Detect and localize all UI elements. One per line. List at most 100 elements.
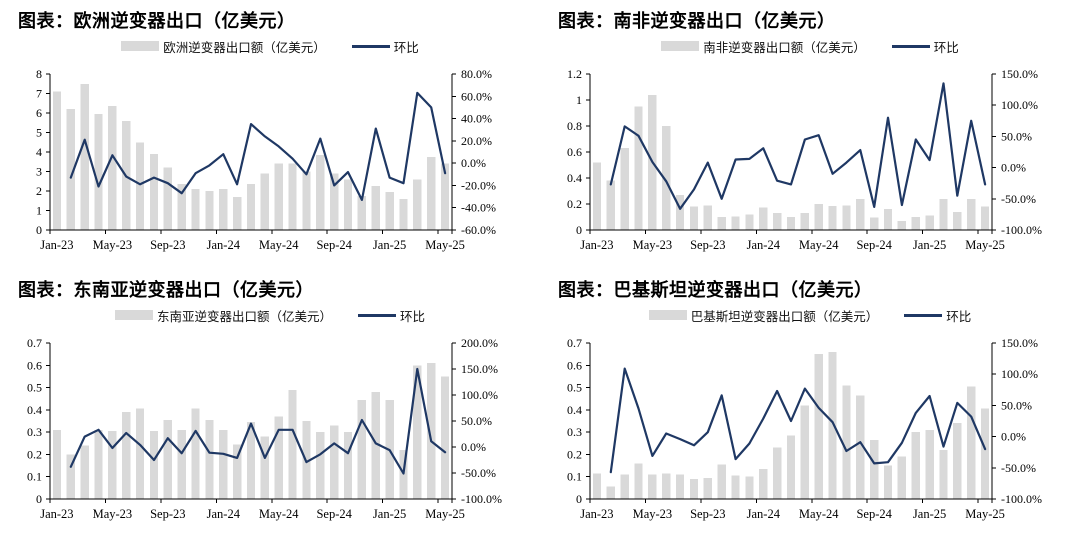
svg-text:200.0%: 200.0% (461, 336, 498, 350)
x-axis-labels: Jan-23 May-23 Sep-23 Jan-24 May-24 Sep-24 Jan-… (580, 238, 1005, 252)
svg-text:150.0%: 150.0% (1001, 67, 1038, 81)
bar-swatch-icon (114, 310, 153, 320)
svg-text:50.0%: 50.0% (461, 414, 492, 428)
legend-bar-label: 巴基斯坦逆变器出口额（亿美元） (690, 309, 879, 324)
mom-line (609, 82, 987, 210)
chart-panel-south-africa: 图表：南非逆变器出口（亿美元） 南非逆变器出口额（亿美元） 环比 0 0.2 0.4… (540, 0, 1080, 269)
bar-series (52, 83, 450, 231)
svg-text:0.4: 0.4 (567, 403, 582, 417)
svg-text:5: 5 (36, 126, 42, 140)
chart-title-europe: 图表：欧洲逆变器出口（亿美元） (18, 11, 296, 31)
svg-text:0.0%: 0.0% (1001, 430, 1026, 444)
left-axis-labels: 0 0.1 0.2 0.3 0.4 0.5 0.6 0.7 (27, 336, 42, 506)
x-axis-labels: Jan-23 May-23 Sep-23 Jan-24 May-24 Sep-24 Jan-… (580, 507, 1005, 521)
chart-title-pakistan: 图表：巴基斯坦逆变器出口（亿美元） (558, 280, 873, 300)
right-axis-labels: -100.0% -50.0% 0.0% 50.0% 100.0% 150.0% 200.0% (461, 336, 502, 506)
svg-text:0.7: 0.7 (27, 336, 42, 350)
svg-text:Sep-24: Sep-24 (856, 507, 892, 521)
svg-text:0.0%: 0.0% (461, 156, 486, 170)
svg-text:40.0%: 40.0% (461, 112, 492, 126)
svg-text:0.4: 0.4 (567, 171, 582, 185)
svg-text:150.0%: 150.0% (1001, 336, 1038, 350)
chart-panel-europe: 图表：欧洲逆变器出口（亿美元） 欧洲逆变器出口额（亿美元） 环比 0 1 2 3 4 5 6… (0, 0, 540, 269)
axes (46, 73, 456, 234)
chart-title-south-africa: 图表：南非逆变器出口（亿美元） (558, 11, 836, 31)
chart-panel-pakistan: 图表：巴基斯坦逆变器出口（亿美元） 巴基斯坦逆变器出口额（亿美元） 环比 0 0.… (540, 269, 1080, 538)
svg-text:0.2: 0.2 (27, 447, 42, 461)
svg-text:0.6: 0.6 (567, 145, 582, 159)
svg-text:100.0%: 100.0% (1001, 367, 1038, 381)
svg-text:Sep-24: Sep-24 (316, 507, 352, 521)
legend-item-bars: 欧洲逆变器出口额（亿美元） (121, 37, 326, 56)
legend-item-line: 环比 (904, 306, 971, 325)
svg-text:4: 4 (36, 145, 42, 159)
svg-text:May-24: May-24 (259, 238, 299, 252)
svg-text:0.6: 0.6 (27, 358, 42, 372)
bar-series (592, 351, 990, 499)
svg-text:-50.0%: -50.0% (461, 466, 496, 480)
left-axis-labels: 0 1 2 3 4 5 6 7 8 (36, 67, 42, 237)
svg-text:0.3: 0.3 (27, 425, 42, 439)
svg-text:80.0%: 80.0% (461, 67, 492, 81)
svg-text:1: 1 (36, 204, 42, 218)
bar-swatch-icon (121, 41, 160, 51)
legend-item-bars: 东南亚逆变器出口额（亿美元） (114, 306, 332, 325)
svg-text:-100.0%: -100.0% (1001, 223, 1042, 237)
svg-text:May-23: May-23 (93, 238, 133, 252)
svg-text:1: 1 (576, 93, 582, 107)
svg-text:Jan-23: Jan-23 (580, 507, 613, 521)
svg-text:0.1: 0.1 (567, 470, 582, 484)
right-axis-labels: -100.0% -50.0% 0.0% 50.0% 100.0% 150.0% (1001, 336, 1042, 506)
svg-text:2: 2 (36, 184, 42, 198)
svg-text:Jan-25: Jan-25 (913, 507, 946, 521)
mom-line (69, 91, 447, 201)
svg-text:-50.0%: -50.0% (1001, 461, 1036, 475)
line-swatch-icon (351, 44, 390, 48)
svg-text:0: 0 (36, 223, 42, 237)
bar-series (52, 363, 450, 499)
svg-text:Sep-24: Sep-24 (856, 238, 892, 252)
legend-item-line: 环比 (891, 37, 959, 56)
chart-plot-europe: 0 1 2 3 4 5 6 7 8 -60.0% -40.0% -20.0% 0.0% 20.0% 40.0… (36, 67, 496, 252)
svg-text:0.0%: 0.0% (1001, 161, 1026, 175)
legend-item-bars: 巴基斯坦逆变器出口额（亿美元） (648, 306, 879, 325)
svg-text:0.4: 0.4 (27, 403, 42, 417)
svg-text:May-23: May-23 (93, 507, 133, 521)
svg-text:20.0%: 20.0% (461, 134, 492, 148)
legend-bar-label: 欧洲逆变器出口额（亿美元） (163, 40, 326, 55)
svg-text:50.0%: 50.0% (1001, 129, 1032, 143)
legend-bar-label: 东南亚逆变器出口额（亿美元） (156, 309, 332, 324)
svg-text:0: 0 (576, 492, 582, 506)
svg-text:-40.0%: -40.0% (461, 201, 496, 215)
svg-text:60.0%: 60.0% (461, 89, 492, 103)
svg-text:-60.0%: -60.0% (461, 223, 496, 237)
svg-text:-100.0%: -100.0% (1001, 492, 1042, 506)
svg-text:Sep-23: Sep-23 (690, 507, 725, 521)
svg-text:0.0%: 0.0% (461, 440, 486, 454)
svg-text:3: 3 (36, 165, 42, 179)
legend-line-label: 环比 (946, 309, 972, 324)
mom-line (609, 367, 987, 474)
svg-text:Sep-24: Sep-24 (316, 238, 352, 252)
left-axis-labels: 0 0.1 0.2 0.3 0.4 0.5 0.6 0.7 (567, 336, 582, 506)
svg-text:50.0%: 50.0% (1001, 398, 1032, 412)
chart-legend-pakistan: 巴基斯坦逆变器出口额（亿美元） 环比 (540, 305, 1080, 325)
legend-bar-label: 南非逆变器出口额（亿美元） (703, 40, 866, 55)
svg-text:Jan-24: Jan-24 (207, 507, 241, 521)
chart-plot-pakistan: 0 0.1 0.2 0.3 0.4 0.5 0.6 0.7 -100.0% -50.0% 0.0% 5… (567, 336, 1042, 521)
axes (586, 73, 996, 234)
axes (46, 342, 456, 503)
line-swatch-icon (358, 313, 396, 317)
svg-text:May-24: May-24 (799, 507, 839, 521)
right-axis-labels: -100.0% -50.0% 0.0% 50.0% 100.0% 150.0% (1001, 67, 1042, 237)
chart-plot-southeast-asia: 0 0.1 0.2 0.3 0.4 0.5 0.6 0.7 -100.0% -50.0% 0.0% 5… (27, 336, 502, 521)
legend-line-label: 环比 (400, 309, 426, 324)
svg-text:0.2: 0.2 (567, 197, 582, 211)
svg-text:Jan-23: Jan-23 (40, 238, 73, 252)
chart-panel-southeast-asia: 图表：东南亚逆变器出口（亿美元） 东南亚逆变器出口额（亿美元） 环比 0 0.1 0… (0, 269, 540, 538)
x-axis-labels: Jan-23 May-23 Sep-23 Jan-24 May-24 Sep-24 Jan-… (40, 238, 465, 252)
svg-text:Jan-25: Jan-25 (913, 238, 946, 252)
svg-text:Jan-23: Jan-23 (40, 507, 73, 521)
svg-text:1.2: 1.2 (567, 67, 582, 81)
